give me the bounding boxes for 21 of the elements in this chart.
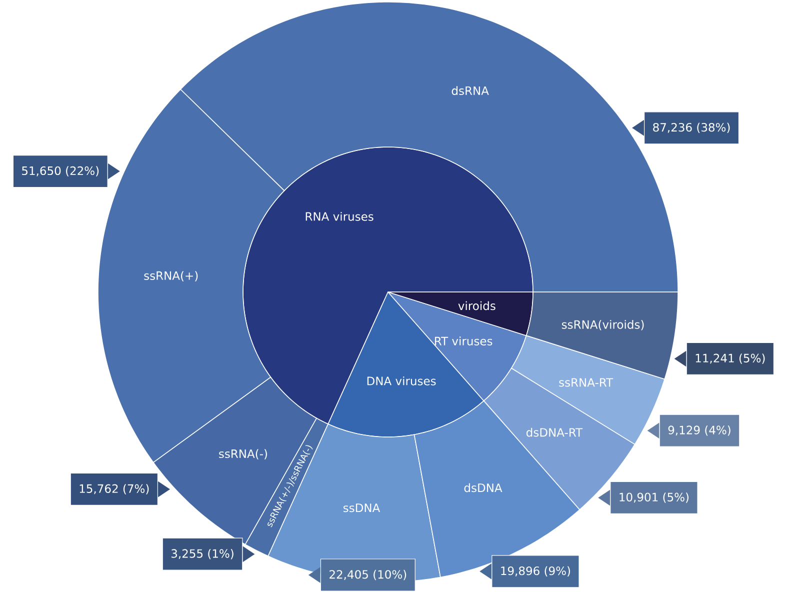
data-label: 11,241 (5%) (696, 354, 765, 364)
data-label: 10,901 (5%) (620, 492, 689, 503)
slice-label: ssRNA(+) (144, 271, 198, 282)
slice-label: ssRNA(-) (219, 449, 267, 460)
data-label: 19,896 (9%) (501, 566, 570, 577)
slice-label: DNA viruses (367, 376, 436, 386)
slice-label: dsRNA (452, 86, 489, 96)
data-label: 87,236 (38%) (653, 122, 730, 134)
data-label: 9,129 (4%) (668, 425, 730, 436)
data-label: 22,405 (10%) (330, 570, 406, 580)
slice-label: RT viruses (434, 336, 492, 346)
slice-label: ssDNA (343, 504, 380, 512)
data-label: 15,762 (7%) (80, 484, 149, 494)
slice-label: viroids (458, 301, 496, 310)
data-label: 51,650 (22%) (22, 166, 99, 176)
slice-label: ssRNA(viroids) (562, 320, 644, 330)
slice-label: RNA viruses (306, 212, 374, 221)
slice-label: dsDNA (464, 483, 502, 492)
slice-label: dsDNA-RT (526, 428, 583, 437)
slice-label: ssRNA-RT (559, 378, 614, 387)
data-label: 3,255 (1%) (171, 548, 234, 560)
